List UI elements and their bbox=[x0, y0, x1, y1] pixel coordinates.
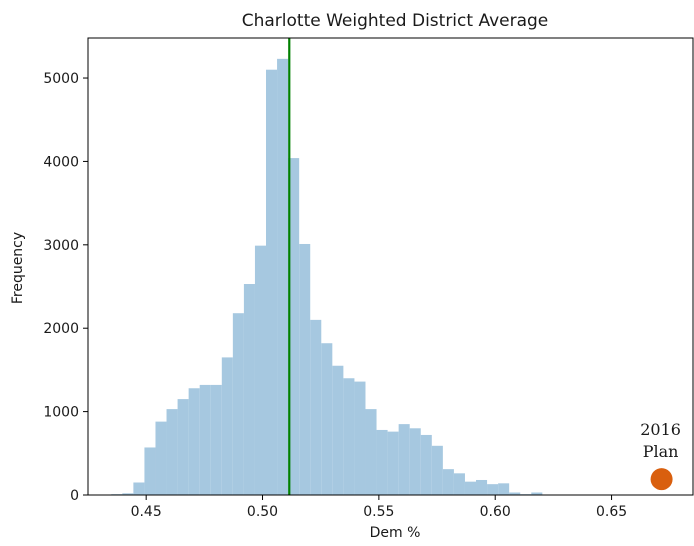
histogram-bar bbox=[409, 428, 421, 495]
histogram-bar bbox=[531, 492, 543, 495]
histogram-bar bbox=[387, 431, 399, 495]
histogram-bar bbox=[277, 58, 289, 495]
histogram-bar bbox=[133, 482, 145, 495]
histogram-bar bbox=[188, 388, 200, 495]
marker-label-year: 2016 bbox=[640, 420, 681, 439]
y-axis-label: Frequency bbox=[10, 232, 26, 304]
histogram-bar bbox=[310, 319, 322, 495]
y-axis: 0 1000 2000 3000 4000 5000 bbox=[43, 71, 88, 504]
marker-label-plan: Plan bbox=[643, 442, 679, 461]
histogram-bar bbox=[243, 284, 255, 495]
y-tick-label: 5000 bbox=[43, 71, 79, 87]
histogram-bar bbox=[210, 384, 222, 495]
histogram-bar bbox=[144, 447, 156, 495]
x-axis: 0.45 0.50 0.55 0.60 0.65 bbox=[131, 495, 627, 520]
histogram-bar bbox=[155, 421, 167, 495]
y-tick-label: 1000 bbox=[43, 405, 79, 421]
2016-plan-marker bbox=[650, 468, 673, 491]
plot-frame bbox=[87, 37, 694, 496]
x-tick-label: 0.60 bbox=[480, 504, 511, 520]
histogram-bar bbox=[509, 492, 521, 495]
histogram-bar bbox=[420, 434, 432, 495]
histogram-bar bbox=[453, 473, 465, 495]
y-tick-label: 0 bbox=[70, 488, 79, 504]
histogram-bar bbox=[288, 158, 300, 495]
histogram-bar bbox=[177, 399, 189, 495]
x-tick-label: 0.65 bbox=[596, 504, 627, 520]
x-tick-label: 0.45 bbox=[131, 504, 162, 520]
histogram-bars bbox=[111, 58, 543, 495]
histogram-bar bbox=[221, 357, 233, 495]
histogram-bar bbox=[476, 479, 488, 495]
histogram-bar bbox=[376, 429, 388, 495]
x-tick-label: 0.55 bbox=[363, 504, 394, 520]
histogram-bar bbox=[442, 469, 454, 495]
histogram-bar bbox=[254, 245, 267, 495]
histogram-bar bbox=[232, 313, 244, 495]
histogram-bar bbox=[321, 343, 333, 495]
histogram-bar bbox=[354, 381, 366, 495]
histogram-bar bbox=[343, 378, 355, 495]
histogram-bar bbox=[498, 483, 510, 495]
histogram-bar bbox=[166, 409, 178, 495]
histogram-bar bbox=[122, 493, 134, 495]
histogram-bar bbox=[266, 69, 278, 495]
y-tick-label: 2000 bbox=[43, 321, 79, 337]
histogram-bar bbox=[199, 384, 211, 495]
x-axis-label: Dem % bbox=[370, 525, 421, 541]
histogram-bar bbox=[365, 409, 377, 495]
histogram-bar bbox=[299, 243, 311, 495]
x-tick-label: 0.50 bbox=[247, 504, 278, 520]
histogram-bar bbox=[464, 481, 477, 495]
histogram-bar bbox=[431, 445, 443, 495]
histogram-bar bbox=[487, 484, 499, 495]
y-tick-label: 4000 bbox=[43, 154, 79, 170]
chart-title: Charlotte Weighted District Average bbox=[242, 11, 549, 31]
histogram-bar bbox=[332, 365, 344, 495]
y-tick-label: 3000 bbox=[43, 238, 79, 254]
histogram-bar bbox=[398, 424, 410, 495]
